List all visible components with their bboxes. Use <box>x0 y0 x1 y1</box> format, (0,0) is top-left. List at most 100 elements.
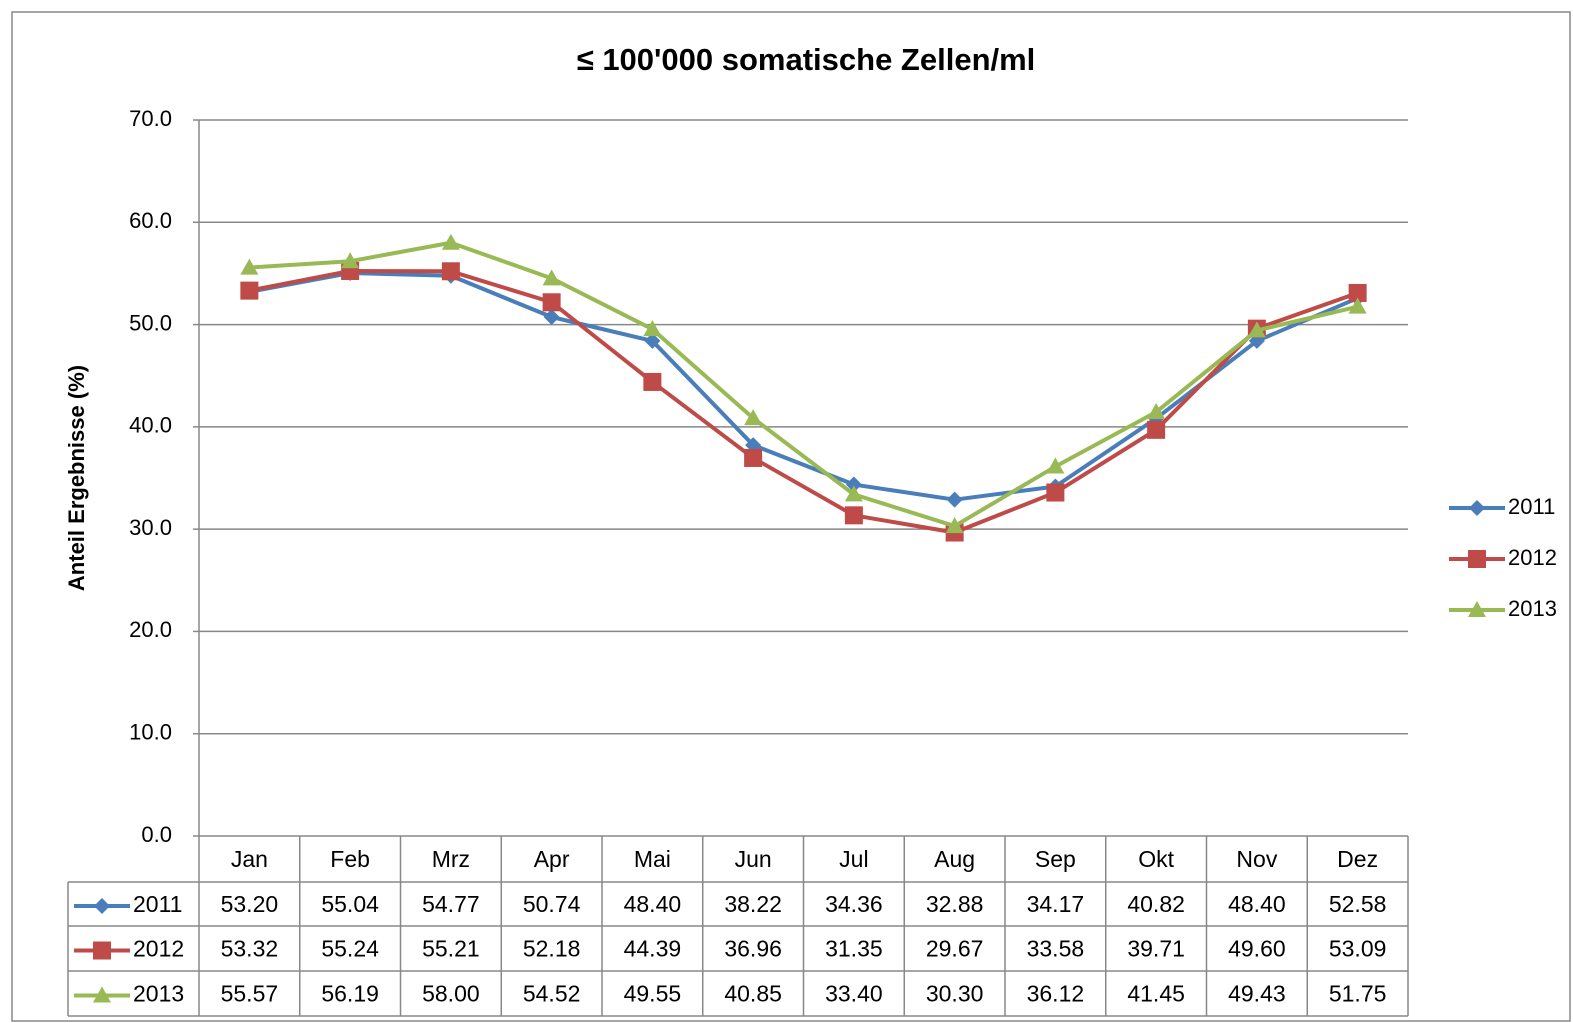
x-tick-label: Jan <box>231 846 268 872</box>
marker <box>1147 403 1166 420</box>
y-tick-label: 30.0 <box>129 515 172 540</box>
table-cell: 50.74 <box>523 891 581 917</box>
table-cell: 49.60 <box>1228 936 1286 962</box>
y-tick-label: 60.0 <box>129 208 172 233</box>
legend-marker <box>1468 550 1486 568</box>
marker <box>1147 420 1166 439</box>
table-cell: 38.22 <box>724 891 782 917</box>
marker <box>441 262 460 281</box>
table-cell: 51.75 <box>1329 981 1387 1007</box>
series-line <box>249 271 1359 502</box>
table-cell: 40.85 <box>724 981 782 1007</box>
marker <box>1348 283 1367 302</box>
table-cell: 30.30 <box>926 981 984 1007</box>
x-tick-label: Aug <box>934 846 975 872</box>
table-cell: 29.67 <box>926 936 984 962</box>
table-cell: 36.12 <box>1027 981 1085 1007</box>
table-cell: 55.57 <box>221 981 279 1007</box>
y-axis-title: Anteil Ergebnisse (%) <box>64 365 89 591</box>
legend-label: 2011 <box>1508 494 1555 519</box>
marker <box>1247 321 1266 338</box>
table-cell: 40.82 <box>1127 891 1185 917</box>
series-line <box>249 240 1359 529</box>
table-row-label: 2013 <box>133 981 184 1007</box>
table-cell: 34.36 <box>825 891 883 917</box>
marker <box>543 309 560 326</box>
marker <box>844 485 863 502</box>
marker <box>341 252 360 269</box>
marker <box>844 506 863 525</box>
marker <box>240 281 259 300</box>
table-cell: 49.55 <box>624 981 682 1007</box>
table-cell: 49.43 <box>1228 981 1286 1007</box>
x-tick-label: Mrz <box>432 846 470 872</box>
marker <box>1348 297 1367 314</box>
y-tick-label: 0.0 <box>141 822 172 847</box>
table-cell: 34.17 <box>1027 891 1085 917</box>
table-cell: 53.20 <box>221 891 279 917</box>
series-line <box>248 268 1359 535</box>
legend-marker <box>1469 500 1485 516</box>
marker <box>644 332 661 349</box>
x-tick-label: Feb <box>330 846 370 872</box>
table-cell: 53.09 <box>1329 936 1387 962</box>
table-cell: 33.58 <box>1027 936 1085 962</box>
marker <box>441 233 460 250</box>
marker <box>744 409 763 426</box>
x-tick-label: Nov <box>1236 846 1277 872</box>
y-tick-label: 10.0 <box>129 720 172 745</box>
table-cell: 54.77 <box>422 891 480 917</box>
marker <box>643 372 662 391</box>
legend-label: 2013 <box>1508 596 1557 621</box>
x-tick-label: Mai <box>634 846 671 872</box>
marker <box>542 269 561 286</box>
table-cell: 39.71 <box>1127 936 1185 962</box>
table-cell: 53.32 <box>221 936 279 962</box>
marker <box>643 320 662 337</box>
legend-label: 2012 <box>1508 545 1557 570</box>
x-tick-label: Sep <box>1035 846 1076 872</box>
marker <box>845 476 862 493</box>
table-cell: 55.24 <box>321 936 379 962</box>
x-tick-label: Okt <box>1138 846 1174 872</box>
table-cell: 55.04 <box>321 891 379 917</box>
table-cell: 32.88 <box>926 891 984 917</box>
table-cell: 44.39 <box>624 936 682 962</box>
table-legend-marker <box>93 986 111 1003</box>
table-legend-marker <box>94 898 110 914</box>
x-tick-label: Apr <box>534 846 570 872</box>
y-tick-label: 40.0 <box>129 413 172 438</box>
table-row-label: 2012 <box>133 936 184 962</box>
x-tick-label: Jul <box>839 846 868 872</box>
marker <box>240 258 259 275</box>
y-tick-label: 50.0 <box>129 310 172 335</box>
marker <box>1046 483 1065 502</box>
table-cell: 52.58 <box>1329 891 1387 917</box>
table-cell: 36.96 <box>724 936 782 962</box>
chart-border <box>11 11 1571 1022</box>
marker <box>542 293 561 312</box>
x-tick-label: Dez <box>1337 846 1378 872</box>
table-cell: 48.40 <box>1228 891 1286 917</box>
marker <box>946 491 963 508</box>
table-cell: 52.18 <box>523 936 581 962</box>
marker <box>1046 457 1065 474</box>
table-legend-marker <box>93 941 111 960</box>
legend-marker <box>1468 601 1486 617</box>
table-cell: 48.40 <box>624 891 682 917</box>
table-cell: 55.21 <box>422 936 480 962</box>
marker <box>744 448 763 467</box>
chart-title: ≤ 100'000 somatische Zellen/ml <box>577 42 1036 77</box>
table-row-label: 2011 <box>133 891 182 917</box>
y-tick-label: 70.0 <box>129 106 172 131</box>
table-cell: 41.45 <box>1127 981 1185 1007</box>
table-cell: 56.19 <box>321 981 379 1007</box>
table-cell: 58.00 <box>422 981 480 1007</box>
table-cell: 54.52 <box>523 981 581 1007</box>
table-cell: 33.40 <box>825 981 883 1007</box>
y-tick-label: 20.0 <box>129 617 172 642</box>
x-tick-label: Jun <box>735 846 772 872</box>
table-cell: 31.35 <box>825 936 883 962</box>
